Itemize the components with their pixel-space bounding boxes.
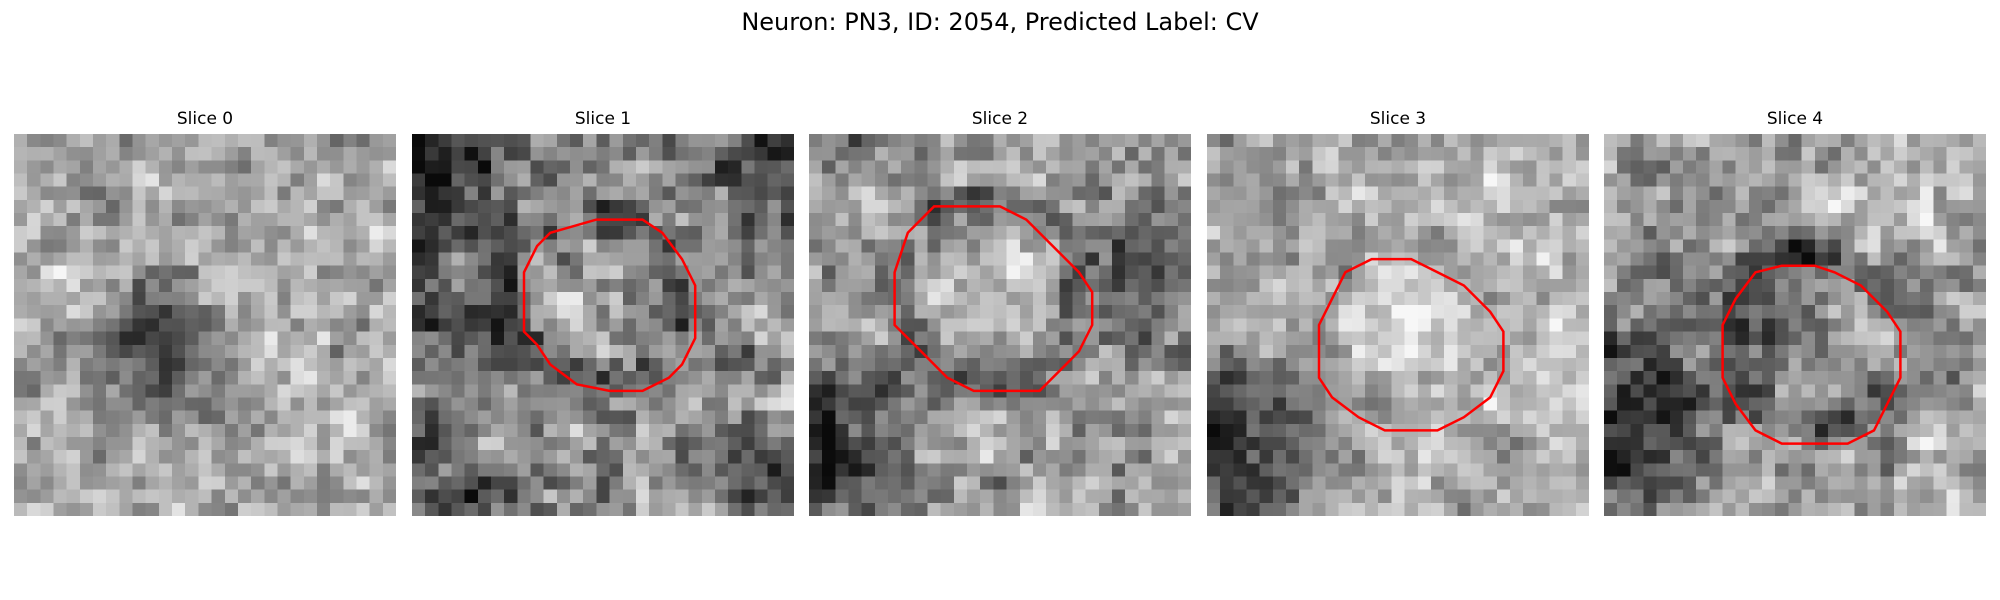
slice-panel-2: Slice 2 (809, 108, 1191, 520)
slice-title-4: Slice 4 (1766, 109, 1824, 129)
slice-title-0: Slice 0 (176, 109, 234, 129)
slice-pixels-1 (412, 134, 794, 516)
slice-pixels-0 (14, 134, 396, 516)
slice-image-4 (1604, 134, 1986, 516)
slice-title-1: Slice 1 (574, 109, 632, 129)
segmentation-contour-4 (1721, 264, 1902, 445)
slice-image-3 (1207, 134, 1589, 516)
slice-title-2: Slice 2 (971, 109, 1029, 129)
slice-image-0 (14, 134, 396, 516)
segmentation-contour-1 (522, 218, 697, 393)
slice-pixels-4 (1604, 134, 1986, 516)
slice-panel-1: Slice 1 (412, 108, 794, 520)
slice-pixels-3 (1207, 134, 1589, 516)
slice-panel-3: Slice 3 (1207, 108, 1589, 520)
slice-panel-4: Slice 4 (1604, 108, 1986, 520)
slice-title-3: Slice 3 (1369, 109, 1427, 129)
slice-image-1 (412, 134, 794, 516)
slice-pixels-2 (809, 134, 1191, 516)
slice-image-2 (809, 134, 1191, 516)
segmentation-contour-3 (1317, 257, 1505, 432)
figure-title: Neuron: PN3, ID: 2054, Predicted Label: … (741, 8, 1259, 36)
segmentation-contour-2 (893, 205, 1094, 393)
slice-panel-0: Slice 0 (14, 108, 396, 520)
